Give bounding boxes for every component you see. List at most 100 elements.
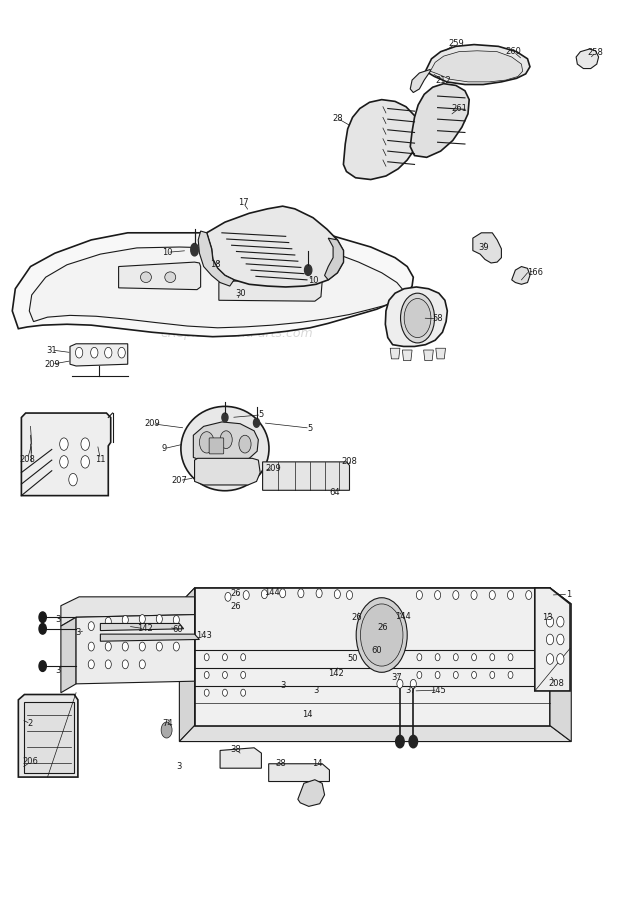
Text: 212: 212 [436, 75, 451, 84]
Circle shape [222, 413, 228, 422]
Text: 143: 143 [197, 631, 212, 641]
Circle shape [191, 246, 198, 255]
Text: 58: 58 [432, 314, 443, 323]
Polygon shape [179, 588, 571, 604]
Polygon shape [24, 701, 74, 773]
Circle shape [69, 474, 78, 486]
Text: 259: 259 [448, 39, 464, 48]
Polygon shape [12, 211, 414, 337]
Polygon shape [179, 588, 195, 741]
Circle shape [105, 660, 112, 669]
Text: 60: 60 [172, 625, 183, 634]
Circle shape [241, 689, 246, 697]
Circle shape [356, 598, 407, 672]
Circle shape [140, 660, 145, 669]
Circle shape [156, 642, 162, 651]
Ellipse shape [181, 407, 269, 491]
Text: 26: 26 [352, 612, 362, 622]
Circle shape [239, 435, 251, 453]
Text: 74: 74 [162, 719, 172, 728]
Polygon shape [61, 617, 76, 693]
Polygon shape [61, 597, 195, 626]
Polygon shape [195, 458, 260, 485]
Circle shape [546, 634, 554, 645]
Text: 3: 3 [313, 687, 319, 696]
Text: 207: 207 [171, 476, 187, 485]
Circle shape [204, 671, 209, 679]
Circle shape [161, 722, 172, 738]
Text: 208: 208 [19, 455, 35, 464]
Circle shape [105, 642, 112, 651]
Circle shape [81, 456, 89, 468]
Polygon shape [219, 275, 322, 301]
Circle shape [557, 653, 564, 664]
Circle shape [546, 653, 554, 664]
Circle shape [223, 689, 228, 697]
Polygon shape [386, 287, 447, 346]
Text: 144: 144 [264, 588, 280, 597]
Circle shape [416, 591, 422, 600]
Circle shape [453, 653, 458, 660]
Polygon shape [410, 83, 469, 158]
Polygon shape [390, 348, 400, 359]
Text: 3: 3 [280, 681, 285, 690]
Text: 2: 2 [28, 719, 33, 728]
Text: 3: 3 [75, 628, 81, 637]
Circle shape [410, 680, 417, 689]
Polygon shape [430, 51, 523, 82]
Text: 17: 17 [238, 198, 249, 207]
Circle shape [122, 615, 128, 624]
Circle shape [140, 614, 145, 623]
Circle shape [472, 653, 477, 660]
Circle shape [140, 642, 145, 651]
Text: 142: 142 [328, 669, 344, 678]
Polygon shape [535, 588, 570, 691]
Circle shape [60, 456, 68, 468]
Circle shape [471, 591, 477, 600]
Text: 14: 14 [302, 710, 312, 719]
Text: 10: 10 [162, 248, 172, 256]
Circle shape [401, 294, 435, 342]
Text: 142: 142 [137, 624, 153, 633]
Text: 37: 37 [391, 673, 402, 682]
Ellipse shape [141, 272, 151, 283]
Circle shape [409, 736, 417, 747]
Text: 5: 5 [308, 424, 312, 433]
Circle shape [220, 431, 232, 448]
Circle shape [435, 653, 440, 660]
Circle shape [404, 298, 431, 338]
Text: 11: 11 [95, 455, 105, 464]
Text: 50: 50 [347, 654, 358, 663]
Circle shape [417, 671, 422, 679]
Circle shape [88, 622, 94, 631]
Polygon shape [550, 588, 571, 741]
Polygon shape [29, 228, 404, 328]
Polygon shape [220, 747, 262, 768]
Circle shape [76, 347, 82, 358]
Text: 38: 38 [275, 759, 286, 768]
Polygon shape [195, 588, 550, 726]
Circle shape [204, 653, 209, 660]
Polygon shape [76, 614, 195, 684]
Circle shape [316, 589, 322, 598]
Circle shape [156, 614, 162, 623]
Text: 28: 28 [332, 114, 343, 123]
Circle shape [490, 671, 495, 679]
Circle shape [105, 617, 112, 626]
Text: 26: 26 [378, 623, 388, 632]
Polygon shape [343, 100, 418, 179]
Text: 18: 18 [211, 260, 221, 269]
Circle shape [507, 591, 513, 600]
Text: 37: 37 [405, 686, 416, 695]
Polygon shape [70, 343, 128, 366]
Circle shape [397, 680, 403, 689]
Text: 64: 64 [329, 488, 340, 497]
Polygon shape [402, 350, 412, 361]
Circle shape [508, 653, 513, 660]
Text: 206: 206 [22, 757, 38, 766]
Text: 3: 3 [55, 666, 61, 675]
Polygon shape [268, 764, 329, 782]
Circle shape [472, 671, 477, 679]
Polygon shape [179, 726, 571, 741]
Text: 26: 26 [231, 589, 241, 598]
